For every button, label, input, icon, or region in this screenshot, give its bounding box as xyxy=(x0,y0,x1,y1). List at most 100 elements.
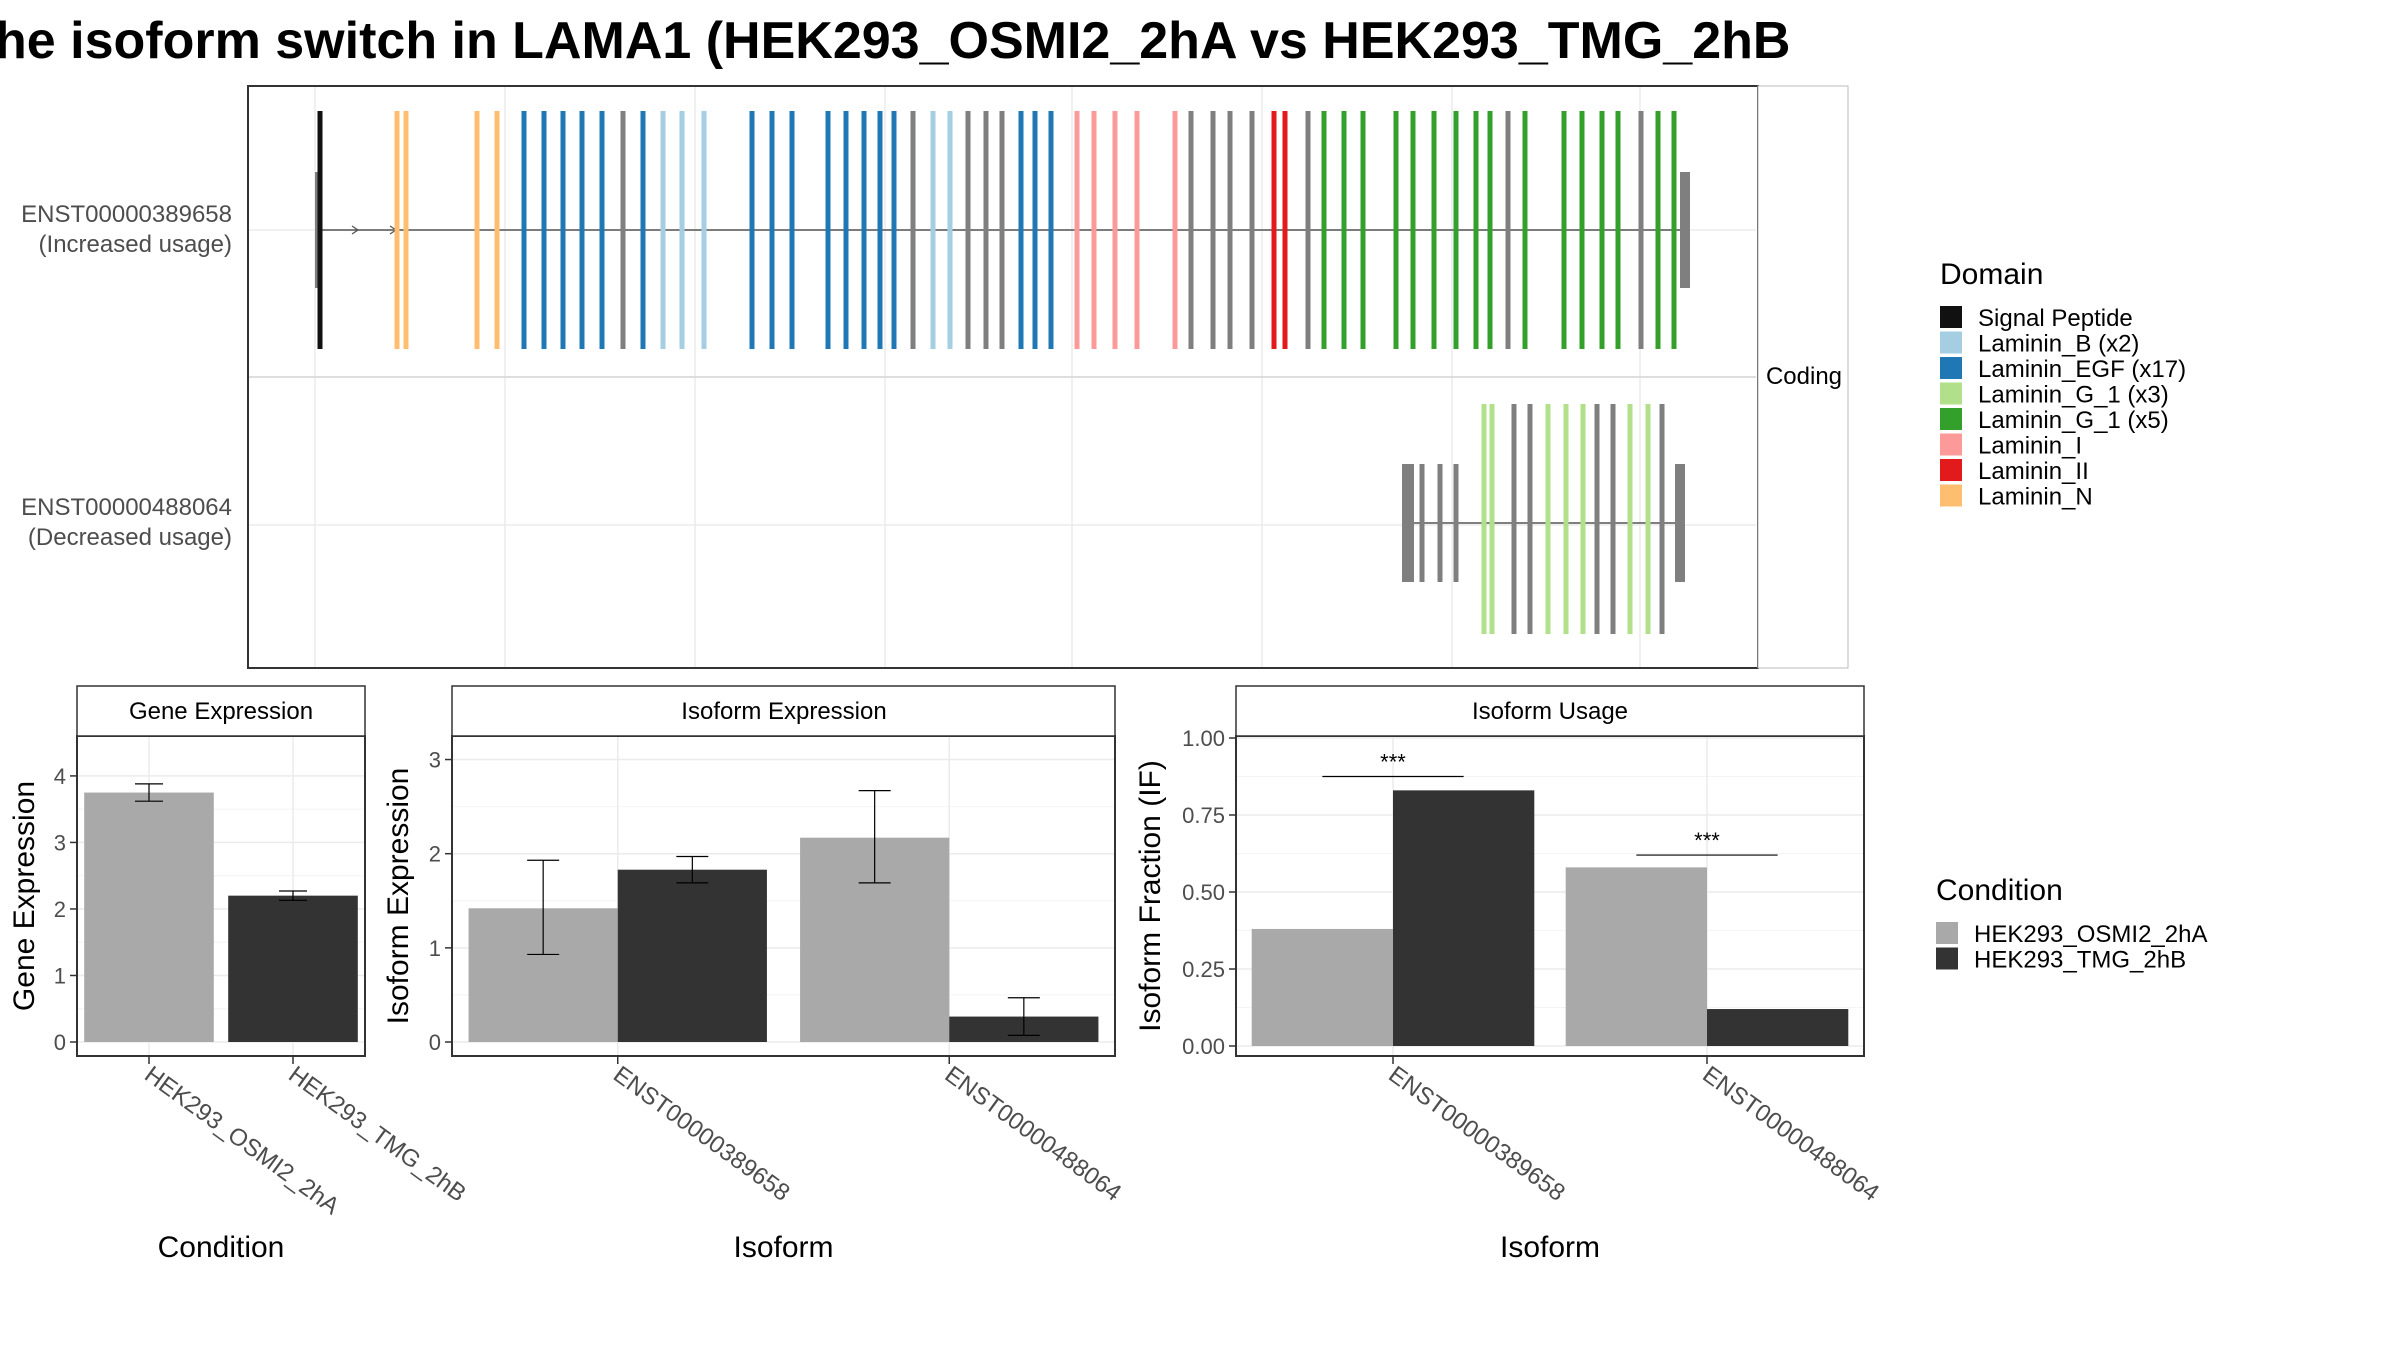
transcript-1-exon xyxy=(891,111,897,349)
facet-strip-label: Coding xyxy=(1766,363,1842,390)
domain-legend-label: Laminin_N xyxy=(1978,484,2093,511)
transcript-1-exon xyxy=(1112,111,1118,349)
transcript-2-exon xyxy=(1489,404,1495,634)
transcript-1-exon xyxy=(394,111,400,349)
domain-legend-label: Laminin_I xyxy=(1978,433,2082,460)
significance-label: *** xyxy=(1380,750,1406,775)
transcript-1-exon xyxy=(910,111,916,349)
transcript-1-exon xyxy=(403,111,409,349)
transcript-1-exon xyxy=(1134,111,1140,349)
domain-legend-key xyxy=(1940,382,1962,405)
bar xyxy=(228,895,358,1042)
transcript-1-utr-block xyxy=(1680,172,1690,288)
transcript-1-exon xyxy=(749,111,755,349)
y-axis-title: Gene Expression xyxy=(8,781,41,1011)
signal-peptide-exon xyxy=(317,111,323,349)
transcript-1-exon xyxy=(965,111,971,349)
transcript-1-exon xyxy=(1487,111,1493,349)
transcript-2-exon xyxy=(1627,404,1633,634)
y-axis-title: Isoform Fraction (IF) xyxy=(1134,760,1167,1032)
transcript-1-exon xyxy=(1321,111,1327,349)
domain-legend-key xyxy=(1940,408,1962,430)
transcript-1-exon xyxy=(579,111,585,349)
transcript-1-exon xyxy=(1599,111,1605,349)
y-tick-label: 0.25 xyxy=(1182,957,1225,982)
domain-legend-key xyxy=(1940,459,1962,481)
condition-legend-label: HEK293_TMG_2hB xyxy=(1974,947,2186,974)
x-axis-title: Condition xyxy=(158,1231,285,1264)
transcript-2-exon xyxy=(1610,404,1616,634)
bar xyxy=(1393,790,1535,1046)
transcript-1-exon xyxy=(947,111,953,349)
transcript-1-exon xyxy=(541,111,547,349)
y-tick-label: 4 xyxy=(54,764,66,789)
y-tick-label: 1 xyxy=(54,963,66,988)
transcript-2-exon xyxy=(1645,404,1651,634)
domain-legend-key xyxy=(1940,357,1962,379)
transcript-1-exon xyxy=(825,111,831,349)
transcript-2-exon xyxy=(1419,464,1425,582)
transcript-1-exon xyxy=(1172,111,1178,349)
transcript-1-exon xyxy=(930,111,936,349)
transcript-2-exon xyxy=(1511,404,1517,634)
transcript-1-exon xyxy=(1655,111,1661,349)
transcript-1-exon xyxy=(789,111,795,349)
transcript-1-exon xyxy=(1249,111,1255,349)
y-tick-label: 0.00 xyxy=(1182,1034,1225,1059)
transcript-1-exon xyxy=(999,111,1005,349)
transcript-1-exon xyxy=(1271,111,1277,349)
transcript-2-utr-block xyxy=(1402,464,1414,582)
bar xyxy=(84,792,214,1042)
x-axis-title: Isoform xyxy=(733,1231,833,1264)
bar xyxy=(617,869,767,1042)
transcript-1-exon xyxy=(1615,111,1621,349)
transcript-1-exon xyxy=(1410,111,1416,349)
transcript-1-exon xyxy=(1505,111,1511,349)
domain-legend-title: Domain xyxy=(1940,258,2043,291)
bar xyxy=(1565,867,1707,1046)
transcript-1-exon xyxy=(843,111,849,349)
transcript-1-exon xyxy=(1522,111,1528,349)
transcript-1-exon xyxy=(640,111,646,349)
transcript-1-exon xyxy=(1227,111,1233,349)
transcript-1-exon xyxy=(861,111,867,349)
transcript-2-exon xyxy=(1580,404,1586,634)
transcript-1-exon xyxy=(1638,111,1644,349)
y-tick-label: 0.75 xyxy=(1182,803,1225,828)
x-tick-label: ENST00000488064 xyxy=(940,1061,1126,1207)
transcript-1-exon xyxy=(1282,111,1288,349)
transcript-1-exon xyxy=(1453,111,1459,349)
transcript-1-exon xyxy=(494,111,500,349)
y-axis-title: Isoform Expression xyxy=(382,768,415,1025)
transcript-1-exon xyxy=(1579,111,1585,349)
y-tick-label: 1 xyxy=(429,936,441,961)
x-axis-title: Isoform xyxy=(1500,1231,1600,1264)
transcript-2-exon xyxy=(1563,404,1569,634)
transcript-1-exon xyxy=(1048,111,1054,349)
transcript-2-exon xyxy=(1659,404,1665,634)
transcript-id-label: ENST00000389658 xyxy=(21,201,232,228)
domain-legend-key xyxy=(1940,306,1962,328)
panel-title: Isoform Expression xyxy=(681,698,886,725)
transcript-1-exon xyxy=(560,111,566,349)
y-tick-label: 3 xyxy=(429,748,441,773)
domain-legend-label: Laminin_B (x2) xyxy=(1978,331,2139,358)
transcript-1-exon xyxy=(521,111,527,349)
transcript-1-exon xyxy=(679,111,685,349)
transcript-1-exon xyxy=(1341,111,1347,349)
transcript-1-exon xyxy=(599,111,605,349)
y-tick-label: 0 xyxy=(429,1030,441,1055)
domain-legend-label: Laminin_G_1 (x3) xyxy=(1978,382,2169,409)
panel-title: Isoform Usage xyxy=(1472,698,1628,725)
transcript-2-exon xyxy=(1437,464,1443,582)
transcript-2-exon xyxy=(1481,404,1487,634)
condition-legend-key xyxy=(1936,947,1958,970)
x-tick-label: ENST00000389658 xyxy=(1383,1061,1569,1207)
panel-title-strip xyxy=(1235,685,1865,737)
transcript-2-exon xyxy=(1527,404,1533,634)
x-tick-label: ENST00000389658 xyxy=(608,1061,794,1207)
domain-legend-label: Laminin_G_1 (x5) xyxy=(1978,407,2169,434)
domain-legend-label: Laminin_EGF (x17) xyxy=(1978,356,2186,383)
